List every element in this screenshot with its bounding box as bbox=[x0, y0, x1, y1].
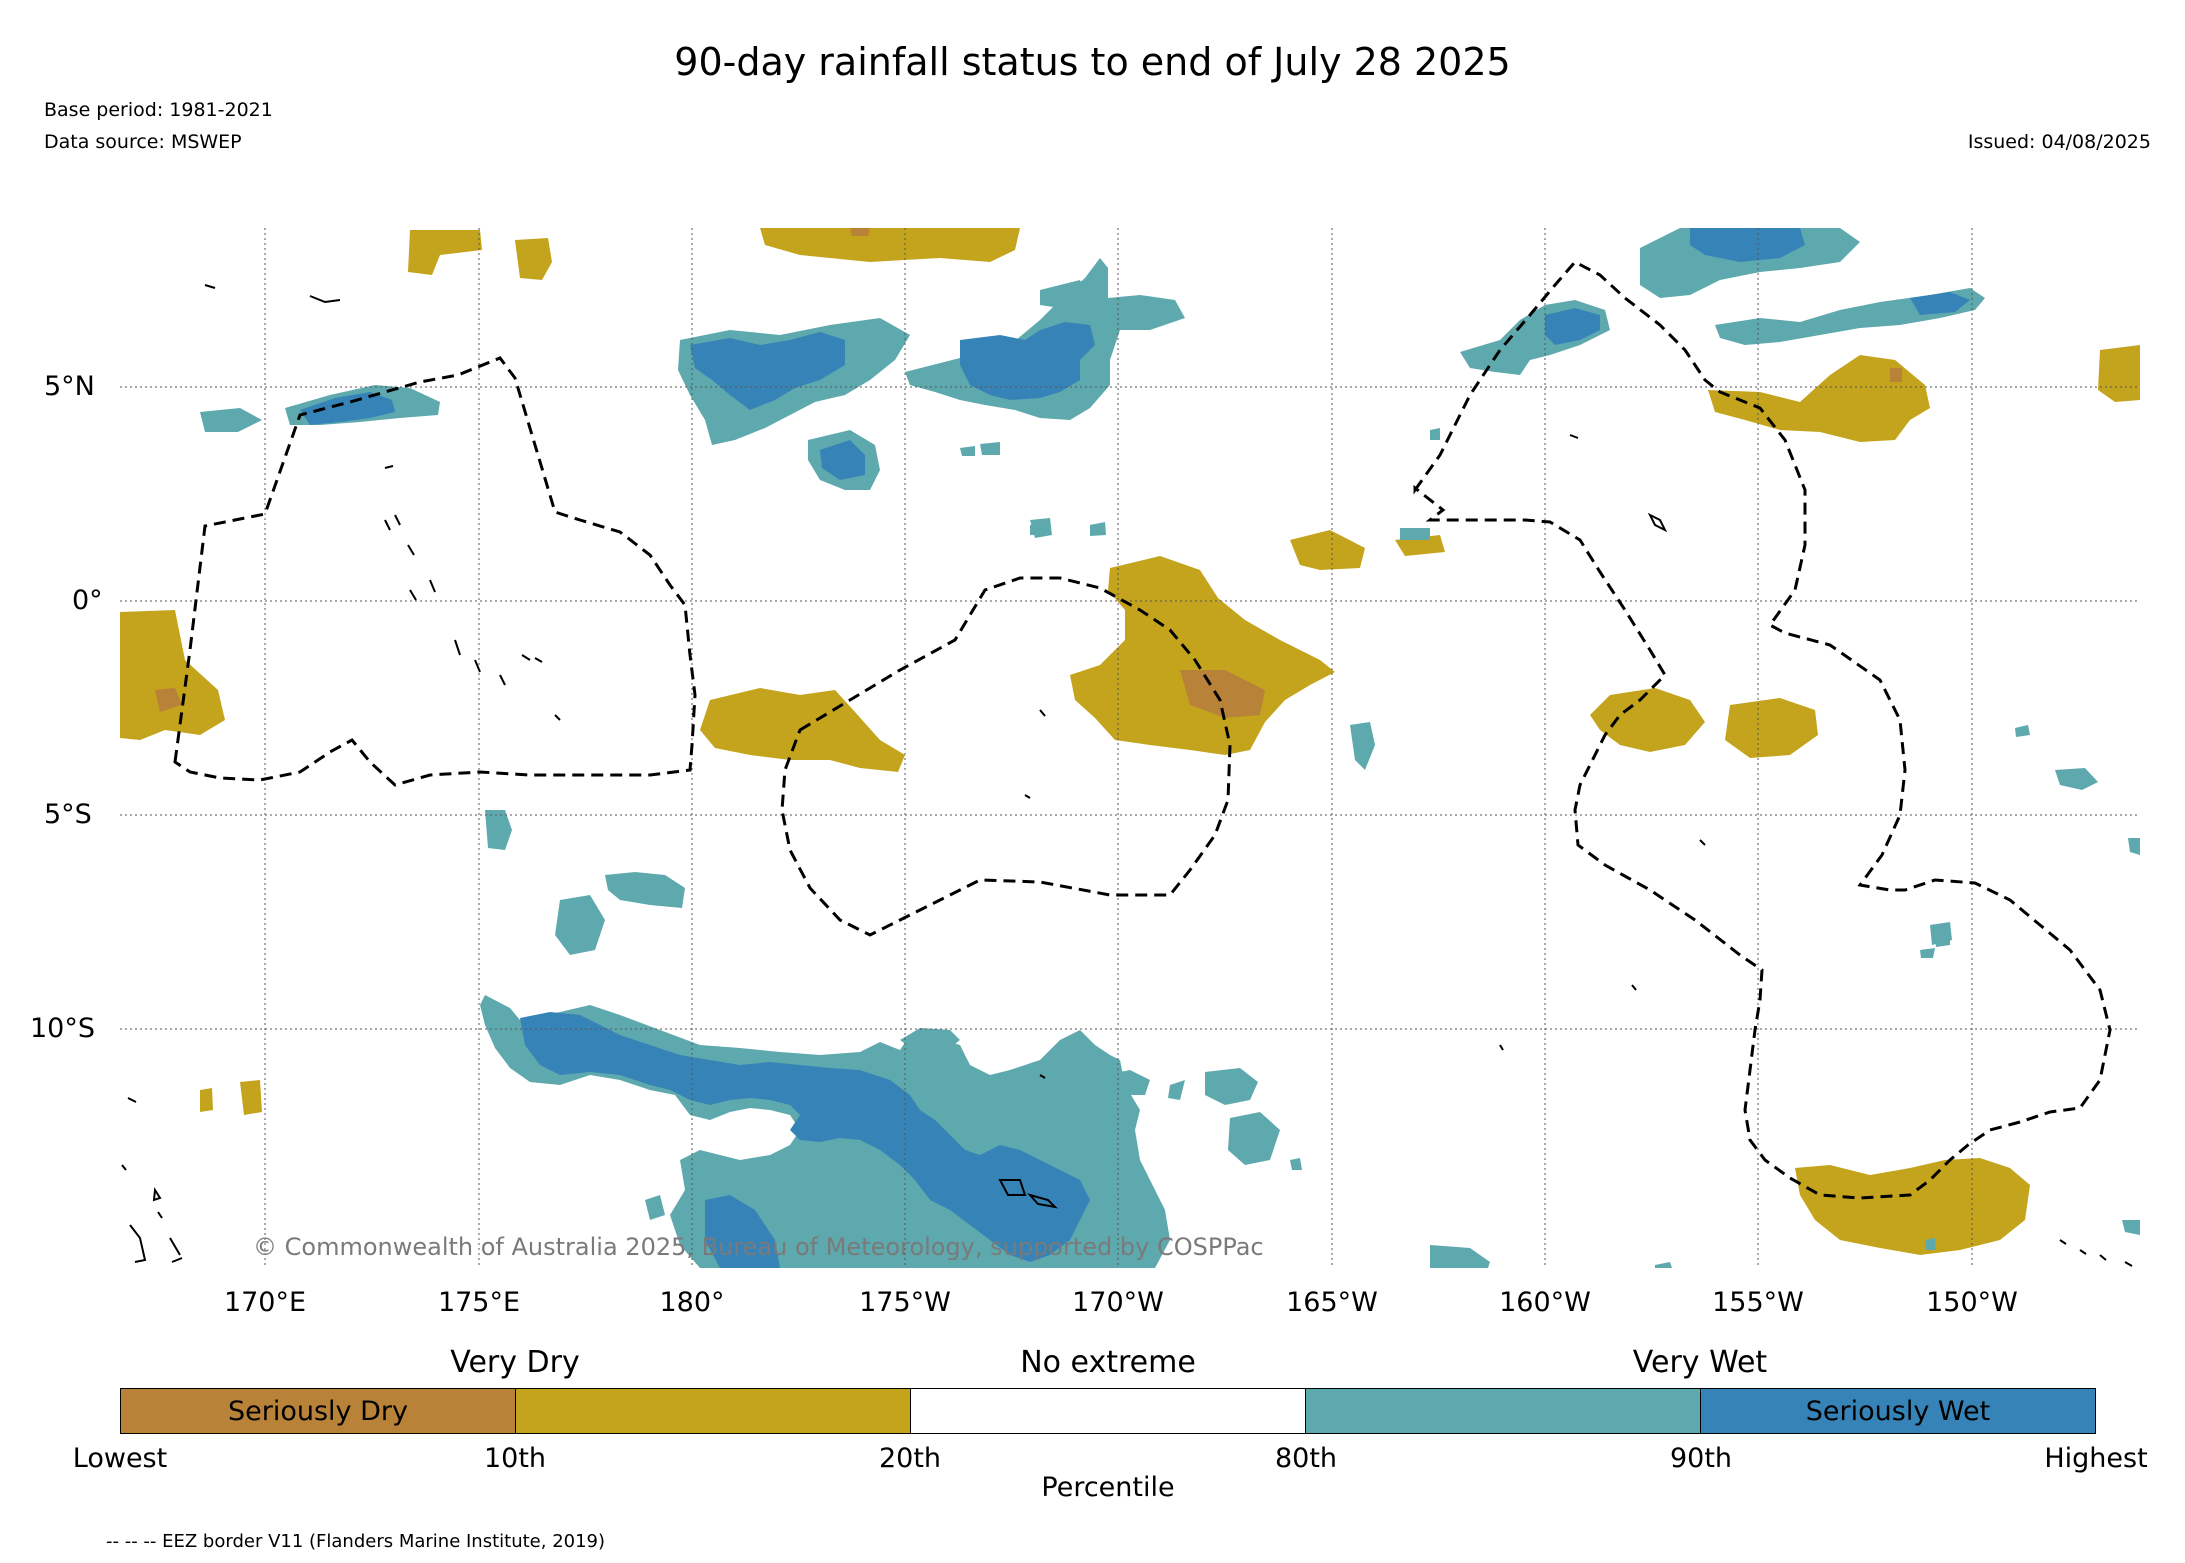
lat-label-5s: 5°S bbox=[44, 799, 92, 830]
lon-label-160w: 160°W bbox=[1499, 1287, 1591, 1318]
eez-legend-note: -- -- -- EEZ border V11 (Flanders Marine… bbox=[106, 1531, 606, 1552]
segment-very-dry bbox=[515, 1389, 910, 1433]
lat-label-10s: 10°S bbox=[30, 1013, 95, 1044]
colorbar-axis-label: Percentile bbox=[1041, 1472, 1175, 1503]
lon-label-180: 180° bbox=[659, 1287, 725, 1318]
segment-no-extreme bbox=[910, 1389, 1305, 1433]
tick-10th: 10th bbox=[483, 1443, 547, 1474]
segment-label: Seriously Wet bbox=[1805, 1395, 1991, 1427]
label-no-extreme: No extreme bbox=[1020, 1345, 1196, 1380]
issued-date: Issued: 04/08/2025 bbox=[1967, 131, 2151, 153]
tick-highest: Highest bbox=[2044, 1443, 2148, 1474]
lon-label-175w: 175°W bbox=[859, 1287, 951, 1318]
copyright-notice: © Commonwealth of Australia 2025, Bureau… bbox=[253, 1233, 1264, 1261]
lon-label-170e: 170°E bbox=[223, 1287, 307, 1318]
segment-very-wet bbox=[1305, 1389, 1700, 1433]
rainfall-anomaly-layer bbox=[120, 228, 2140, 1268]
tick-20th: 20th bbox=[878, 1443, 942, 1474]
island-outlines bbox=[121, 284, 2133, 1267]
map-title: 90-day rainfall status to end of July 28… bbox=[674, 40, 1511, 84]
tick-80th: 80th bbox=[1274, 1443, 1338, 1474]
lon-label-175e: 175°E bbox=[437, 1287, 521, 1318]
label-very-dry: Very Dry bbox=[450, 1345, 580, 1380]
base-period: Base period: 1981-2021 bbox=[44, 99, 273, 121]
segment-seriously-dry: Seriously Dry bbox=[121, 1389, 515, 1433]
label-very-wet: Very Wet bbox=[1632, 1345, 1768, 1380]
lon-label-155w: 155°W bbox=[1712, 1287, 1804, 1318]
lon-label-165w: 165°W bbox=[1286, 1287, 1378, 1318]
colorbar: Seriously Dry Seriously Wet bbox=[120, 1388, 2096, 1434]
tick-lowest: Lowest bbox=[72, 1443, 168, 1474]
data-source: Data source: MSWEP bbox=[44, 131, 242, 153]
segment-seriously-wet: Seriously Wet bbox=[1700, 1389, 2095, 1433]
lat-label-0: 0° bbox=[72, 585, 103, 616]
lat-label-5n: 5°N bbox=[44, 371, 95, 402]
lon-label-170w: 170°W bbox=[1072, 1287, 1164, 1318]
segment-label: Seriously Dry bbox=[228, 1395, 408, 1427]
eez-borders bbox=[173, 260, 2112, 1200]
lon-label-150w: 150°W bbox=[1926, 1287, 2018, 1318]
graticule bbox=[120, 228, 2140, 1268]
tick-90th: 90th bbox=[1669, 1443, 1733, 1474]
